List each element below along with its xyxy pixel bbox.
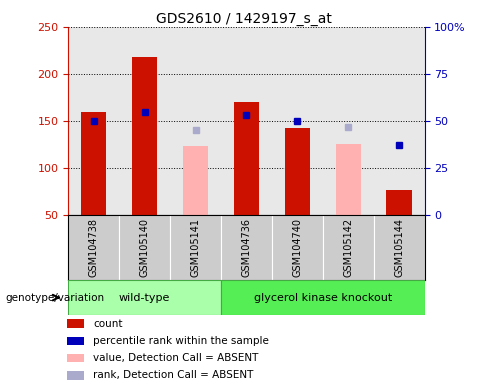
Text: GSM105140: GSM105140 (140, 218, 150, 277)
Bar (323, 215, 374, 280)
Text: GSM105141: GSM105141 (190, 218, 201, 277)
Bar (183, 146, 208, 215)
Bar (272, 215, 323, 280)
Bar (67, 337, 84, 345)
Text: GSM104738: GSM104738 (89, 218, 99, 277)
Bar (68, 280, 221, 315)
Bar (386, 190, 412, 215)
Text: genotype/variation: genotype/variation (5, 293, 104, 303)
Text: rank, Detection Call = ABSENT: rank, Detection Call = ABSENT (93, 370, 253, 381)
Bar (221, 215, 272, 280)
Text: GSM104736: GSM104736 (242, 218, 251, 277)
Bar (67, 319, 84, 328)
Text: GDS2610 / 1429197_s_at: GDS2610 / 1429197_s_at (156, 12, 332, 25)
Bar (68, 215, 119, 280)
Bar (81, 112, 106, 215)
Bar (67, 371, 84, 379)
Text: GSM105144: GSM105144 (394, 218, 404, 277)
Bar (374, 215, 425, 280)
Bar (119, 215, 170, 280)
Bar (234, 102, 259, 215)
Bar (336, 144, 361, 215)
Text: GSM104740: GSM104740 (292, 218, 303, 277)
Text: glycerol kinase knockout: glycerol kinase knockout (254, 293, 392, 303)
Text: percentile rank within the sample: percentile rank within the sample (93, 336, 269, 346)
Bar (170, 215, 221, 280)
Text: value, Detection Call = ABSENT: value, Detection Call = ABSENT (93, 353, 258, 363)
Bar (221, 280, 425, 315)
Bar (132, 57, 157, 215)
Bar (285, 127, 310, 215)
Text: count: count (93, 318, 122, 329)
Text: wild-type: wild-type (119, 293, 170, 303)
Text: GSM105142: GSM105142 (343, 218, 353, 277)
Bar (67, 354, 84, 362)
